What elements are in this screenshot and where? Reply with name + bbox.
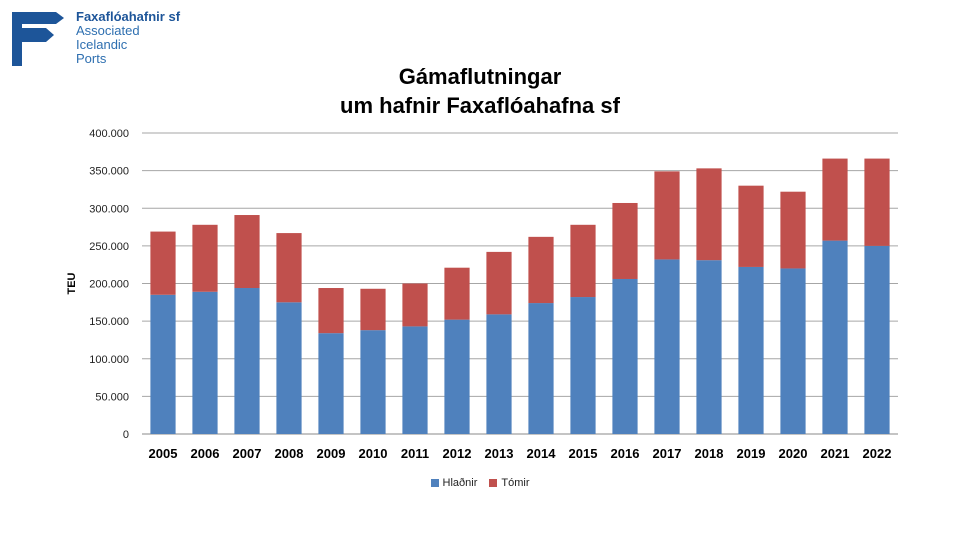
bar-hladnir-2013 <box>486 314 512 434</box>
y-tick-label: 50.000 <box>95 391 129 403</box>
bar-hladnir-2007 <box>234 288 260 434</box>
x-tick-label: 2021 <box>821 446 850 461</box>
x-tick-label: 2008 <box>275 446 304 461</box>
x-tick-label: 2010 <box>359 446 388 461</box>
bar-hladnir-2017 <box>654 259 680 434</box>
logo-line-4: Ports <box>76 51 107 66</box>
chart-title-line-1: Gámaflutningar <box>398 64 562 89</box>
bar-tomir-2016 <box>612 202 638 279</box>
bar-tomir-2006 <box>192 224 218 292</box>
legend-label: Tómir <box>501 477 530 489</box>
bar-tomir-2009 <box>318 288 344 334</box>
x-tick-label: 2022 <box>863 446 892 461</box>
bar-tomir-2005 <box>150 231 176 295</box>
y-tick-label: 250.000 <box>89 241 129 253</box>
bar-hladnir-2006 <box>192 291 218 434</box>
legend-item: Hlaðnir <box>430 477 478 489</box>
y-tick-label: 200.000 <box>89 279 129 291</box>
x-tick-label: 2018 <box>695 446 724 461</box>
bar-tomir-2007 <box>234 215 260 289</box>
bar-tomir-2014 <box>528 236 554 304</box>
bar-hladnir-2016 <box>612 278 638 434</box>
y-tick-label: 0 <box>123 429 129 441</box>
logo-line-2: Associated <box>76 23 140 38</box>
x-tick-label: 2019 <box>737 446 766 461</box>
y-tick-label: 350.000 <box>89 166 129 178</box>
bar-tomir-2022 <box>864 158 890 246</box>
bar-hladnir-2015 <box>570 297 596 434</box>
bar-tomir-2019 <box>738 185 764 267</box>
x-tick-label: 2009 <box>317 446 346 461</box>
x-tick-label: 2006 <box>191 446 220 461</box>
legend-item: Tómir <box>489 477 529 489</box>
bar-tomir-2013 <box>486 251 512 315</box>
x-tick-label: 2013 <box>485 446 514 461</box>
chart-title: Gámaflutningar um hafnir Faxaflóahafna s… <box>0 62 960 120</box>
x-tick-label: 2015 <box>569 446 598 461</box>
bar-tomir-2010 <box>360 288 386 331</box>
x-tick-label: 2020 <box>779 446 808 461</box>
y-tick-label: 100.000 <box>89 354 129 366</box>
bar-hladnir-2014 <box>528 303 554 434</box>
bar-tomir-2018 <box>696 168 722 261</box>
y-tick-label: 150.000 <box>89 316 129 328</box>
logo: Faxaflóahafnir sf Associated Icelandic P… <box>10 10 210 70</box>
logo-flag-icon <box>12 12 64 66</box>
logo-line-3: Icelandic <box>76 37 128 52</box>
bar-hladnir-2018 <box>696 260 722 434</box>
bar-hladnir-2010 <box>360 330 386 434</box>
x-tick-label: 2011 <box>401 446 429 461</box>
bar-hladnir-2020 <box>780 268 806 434</box>
y-tick-label: 400.000 <box>89 128 129 140</box>
legend-label: Hlaðnir <box>442 477 478 489</box>
bar-tomir-2021 <box>822 158 848 241</box>
y-axis-label: TEU <box>66 272 78 294</box>
bar-hladnir-2009 <box>318 333 344 434</box>
x-tick-label: 2007 <box>233 446 262 461</box>
x-tick-label: 2014 <box>527 446 557 461</box>
x-tick-label: 2005 <box>149 446 178 461</box>
bar-tomir-2008 <box>276 233 302 303</box>
legend-swatch <box>430 479 439 487</box>
bar-tomir-2020 <box>780 191 806 269</box>
bar-hladnir-2021 <box>822 240 848 434</box>
stacked-bar-chart: 0 50.000 100.000 150.000 200.000 250.000 300.0… <box>66 128 898 461</box>
logo-text: Faxaflóahafnir sf Associated Icelandic P… <box>76 10 180 66</box>
x-tick-label: 2016 <box>611 446 640 461</box>
legend-swatch <box>489 479 498 487</box>
chart-legend: Hlaðnir Tómir <box>0 477 960 490</box>
bar-hladnir-2005 <box>150 294 176 434</box>
bar-hladnir-2012 <box>444 319 470 434</box>
bar-tomir-2015 <box>570 224 596 298</box>
bar-tomir-2011 <box>402 283 428 327</box>
bar-tomir-2017 <box>654 171 680 260</box>
x-tick-label: 2017 <box>653 446 682 461</box>
logo-line-1: Faxaflóahafnir sf <box>76 9 181 24</box>
x-tick-label: 2012 <box>443 446 472 461</box>
y-tick-label: 300.000 <box>89 203 129 215</box>
bar-hladnir-2008 <box>276 302 302 434</box>
chart-title-line-2: um hafnir Faxaflóahafna sf <box>340 93 620 118</box>
bar-hladnir-2022 <box>864 245 890 434</box>
bar-hladnir-2019 <box>738 266 764 434</box>
bar-hladnir-2011 <box>402 326 428 434</box>
bar-tomir-2012 <box>444 267 470 320</box>
